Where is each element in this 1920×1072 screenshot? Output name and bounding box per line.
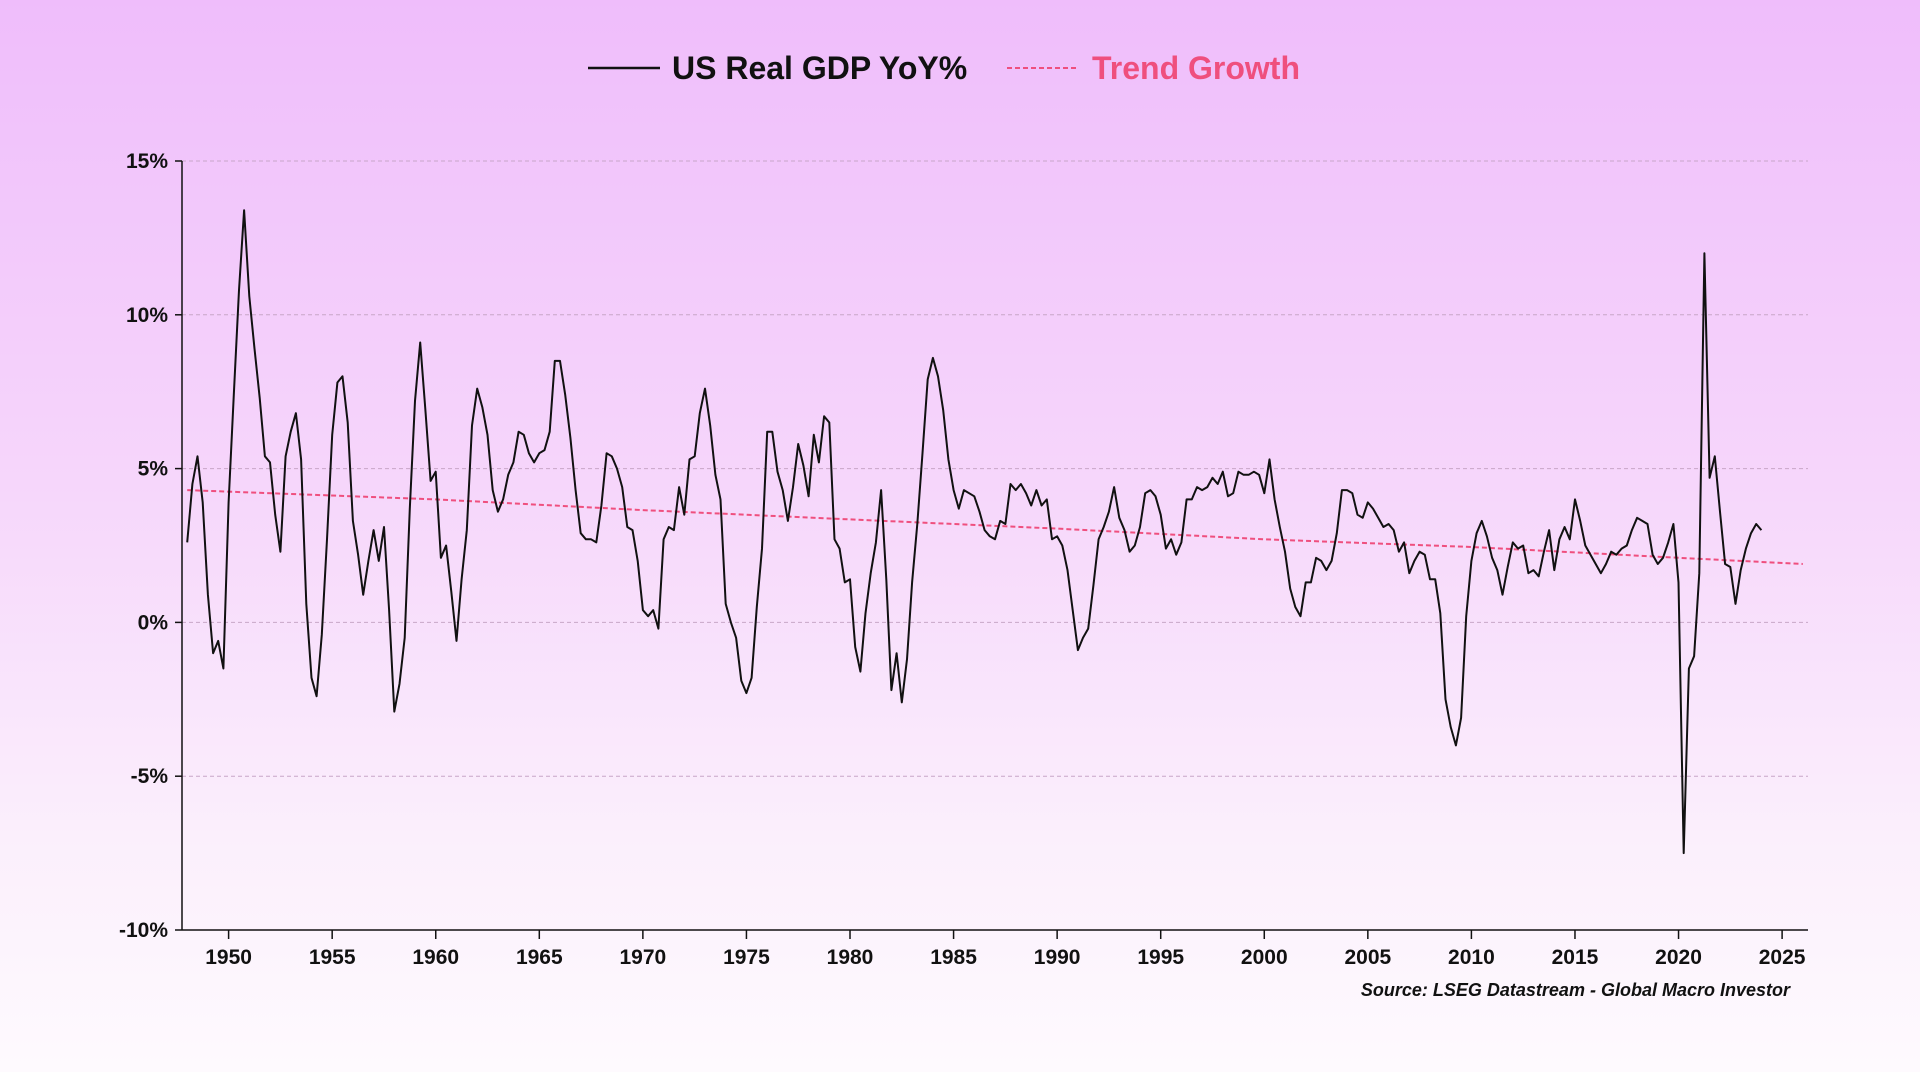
x-tick-label: 2000 bbox=[1241, 946, 1288, 969]
x-tick-label: 1970 bbox=[620, 946, 667, 969]
axes bbox=[175, 160, 1808, 939]
legend-label-trend: Trend Growth bbox=[1092, 50, 1300, 86]
y-tick-label: 5% bbox=[138, 458, 169, 481]
x-tick-labels: 1950 1955 1960 1965 1970 1975 1980 1985 1990 1995… bbox=[205, 946, 1806, 969]
y-tick-label: 15% bbox=[126, 150, 168, 173]
x-tick-label: 2015 bbox=[1552, 946, 1599, 969]
series-us-real-gdp bbox=[186, 209, 1763, 855]
us-real-gdp-line bbox=[186, 209, 1763, 855]
gridlines bbox=[182, 160, 1808, 777]
x-tick-label: 2010 bbox=[1448, 946, 1495, 969]
x-tick-label: 2025 bbox=[1759, 946, 1806, 969]
x-tick-label: 1975 bbox=[723, 946, 770, 969]
y-tick-label: -10% bbox=[119, 919, 168, 942]
x-tick-label: 2005 bbox=[1344, 946, 1391, 969]
trend-growth-line bbox=[187, 489, 1803, 565]
y-tick-labels: -10% -5% 0% 5% 10% 15% bbox=[119, 150, 168, 942]
x-tick-label: 1985 bbox=[930, 946, 977, 969]
legend-label-gdp: US Real GDP YoY% bbox=[672, 50, 967, 86]
x-tick-label: 1990 bbox=[1034, 946, 1081, 969]
series-trend-growth bbox=[187, 489, 1803, 565]
y-tick-label: -5% bbox=[131, 765, 169, 788]
x-tick-label: 1980 bbox=[827, 946, 874, 969]
x-tick-label: 1960 bbox=[412, 946, 459, 969]
x-tick-label: 1965 bbox=[516, 946, 563, 969]
x-tick-label: 1955 bbox=[309, 946, 356, 969]
y-tick-label: 10% bbox=[126, 304, 168, 327]
y-tick-label: 0% bbox=[138, 611, 169, 634]
legend: US Real GDP YoY% Trend Growth bbox=[588, 50, 1300, 86]
x-tick-label: 1950 bbox=[205, 946, 252, 969]
x-tick-label: 2020 bbox=[1655, 946, 1702, 969]
source-annotation: Source: LSEG Datastream - Global Macro I… bbox=[1361, 980, 1791, 1000]
x-tick-label: 1995 bbox=[1137, 946, 1184, 969]
